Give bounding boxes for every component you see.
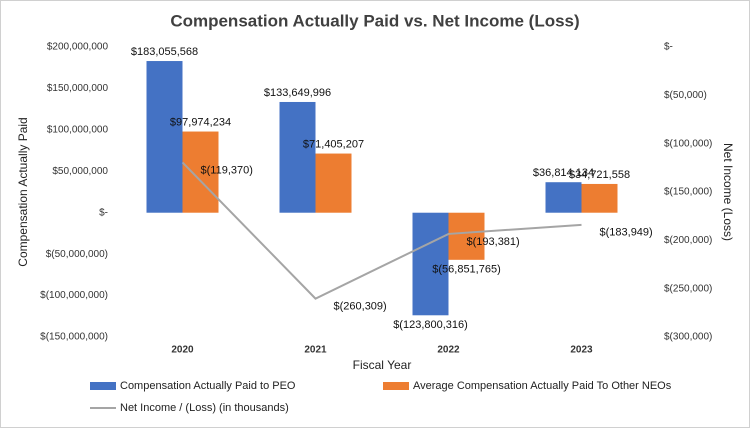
y-axis-title: Compensation Actually Paid	[16, 117, 30, 266]
y2-tick-label: $(200,000)	[664, 235, 712, 246]
y-tick-label: $(150,000,000)	[40, 332, 108, 343]
data-label: $36,814,134	[533, 167, 594, 179]
legend-swatch	[90, 382, 116, 390]
bar	[545, 182, 582, 213]
chart-title: Compensation Actually Paid vs. Net Incom…	[170, 11, 579, 30]
y-tick-label: $200,000,000	[47, 42, 109, 53]
bar	[182, 131, 219, 213]
y-tick-label: $(100,000,000)	[40, 290, 108, 301]
data-label: $(56,851,765)	[432, 264, 501, 276]
y2-tick-label: $-	[664, 42, 673, 53]
x-tick-label: 2021	[304, 345, 327, 356]
data-label: $183,055,568	[131, 46, 198, 58]
legend-label: Net Income / (Loss) (in thousands)	[120, 402, 289, 414]
y-tick-label: $50,000,000	[52, 166, 108, 177]
data-label: $97,974,234	[170, 116, 231, 128]
y2-tick-label: $(100,000)	[664, 138, 712, 149]
x-tick-label: 2022	[437, 345, 460, 356]
y-tick-label: $-	[99, 207, 108, 218]
bar	[448, 212, 485, 260]
data-label: $(123,800,316)	[393, 319, 468, 331]
y2-axis-title: Net Income (Loss)	[721, 143, 735, 241]
line	[181, 161, 582, 300]
bar	[315, 153, 352, 213]
legend-swatch	[383, 382, 409, 390]
data-label: $(119,370)	[201, 164, 253, 176]
bar	[279, 101, 316, 213]
x-tick-label: 2023	[570, 345, 593, 356]
y2-tick-label: $(50,000)	[664, 90, 707, 101]
data-label: $(193,381)	[467, 236, 520, 248]
data-label: $(260,309)	[334, 301, 387, 313]
bar	[146, 61, 183, 213]
y-tick-label: $150,000,000	[47, 83, 109, 94]
y2-tick-label: $(150,000)	[664, 187, 712, 198]
bar	[581, 183, 618, 213]
x-axis-title: Fiscal Year	[353, 358, 412, 372]
data-label: $71,405,207	[303, 138, 364, 150]
data-label: $133,649,996	[264, 87, 331, 99]
legend-label: Average Compensation Actually Paid To Ot…	[413, 380, 672, 392]
bar	[412, 212, 449, 316]
y2-tick-label: $(300,000)	[664, 332, 712, 343]
y-tick-label: $(50,000,000)	[46, 249, 108, 260]
legend-label: Compensation Actually Paid to PEO	[120, 380, 296, 392]
y-tick-label: $100,000,000	[47, 124, 109, 135]
y2-tick-label: $(250,000)	[664, 283, 712, 294]
data-label: $34,721,558	[569, 169, 630, 181]
x-tick-label: 2020	[171, 345, 194, 356]
data-label: $(183,949)	[600, 227, 653, 239]
